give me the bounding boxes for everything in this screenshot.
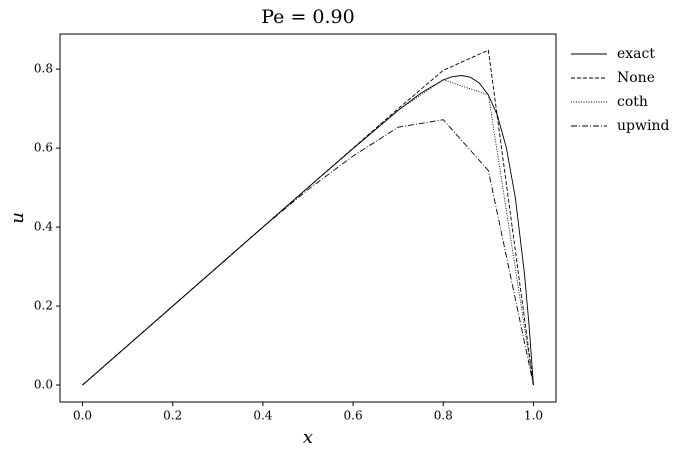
series-line: [82, 75, 534, 386]
series-line: [82, 79, 534, 386]
legend-label: coth: [617, 94, 648, 110]
x-tick-label: 0.6: [344, 409, 363, 423]
x-tick-label: 0.4: [253, 409, 272, 423]
y-tick-label: 0.0: [34, 378, 53, 392]
y-axis-label: u: [7, 212, 28, 224]
x-tick-label: 1.0: [524, 409, 543, 423]
x-tick-label: 0.2: [163, 409, 182, 423]
x-tick-label: 0.0: [73, 409, 92, 423]
legend-label: upwind: [617, 118, 669, 134]
y-tick-label: 0.8: [34, 62, 53, 76]
x-axis-label: x: [303, 427, 313, 448]
series-line: [82, 119, 534, 386]
chart-title: Pe = 0.90: [261, 6, 354, 28]
series-line: [82, 49, 534, 386]
x-tick-label: 0.8: [434, 409, 453, 423]
y-tick-label: 0.4: [34, 220, 53, 234]
y-tick-label: 0.6: [34, 141, 53, 155]
legend-label: None: [617, 70, 655, 86]
y-tick-label: 0.2: [34, 299, 53, 313]
plot-frame: [59, 33, 557, 403]
legend-label: exact: [617, 46, 655, 62]
